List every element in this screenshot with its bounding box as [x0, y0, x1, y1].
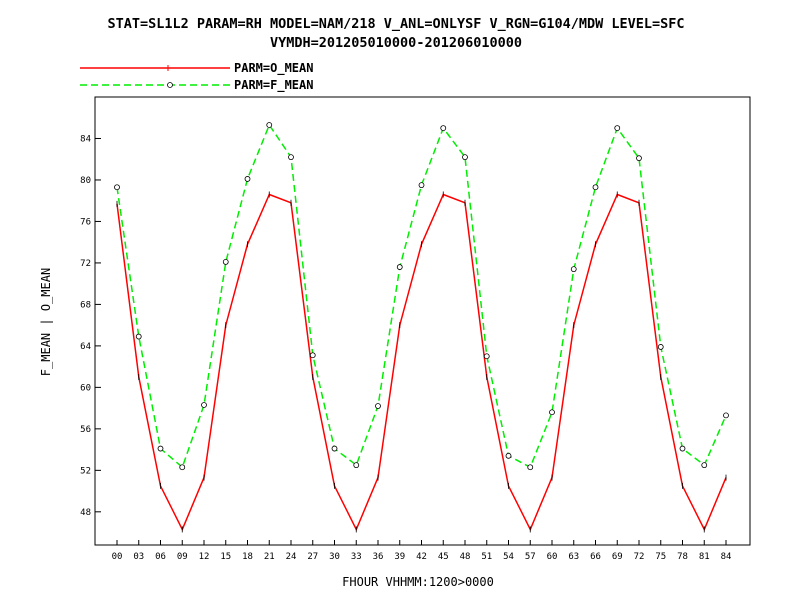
x-tick-label: 36: [373, 552, 384, 562]
y-tick-label: 68: [80, 300, 91, 310]
data-point: [222, 258, 229, 265]
data-point: [418, 182, 425, 189]
x-tick-label: 21: [264, 552, 275, 562]
x-tick-label: 18: [242, 552, 253, 562]
x-tick-label: 39: [394, 552, 405, 562]
data-point: [353, 462, 360, 469]
data-point: [288, 154, 294, 161]
x-tick-label: 33: [351, 552, 362, 562]
data-point: [505, 452, 512, 459]
y-tick-label: 84: [80, 134, 91, 144]
x-tick-label: 78: [677, 552, 688, 562]
data-point: [440, 125, 447, 132]
data-point: [266, 122, 273, 128]
y-tick-label: 72: [80, 259, 91, 269]
data-point: [244, 176, 251, 182]
data-point: [614, 125, 621, 132]
x-tick-label: 24: [286, 552, 297, 562]
x-tick-label: 54: [503, 552, 514, 562]
x-tick-label: 30: [329, 552, 340, 562]
y-tick-label: 48: [80, 508, 91, 518]
x-tick-label: 27: [307, 552, 318, 562]
y-axis-label: F_MEAN | O_MEAN: [39, 268, 53, 376]
chart-title-line2: VYMDH=201205010000-201206010000: [270, 35, 522, 51]
plot-area: [94, 96, 751, 546]
series-o-mean: [116, 191, 727, 533]
legend-label-o-mean: PARM=O_MEAN: [234, 61, 313, 76]
y-tick-label: 64: [80, 342, 91, 352]
legend: PARM=O_MEAN PARM=F_MEAN: [80, 61, 313, 93]
data-point: [549, 409, 555, 416]
x-tick-label: 69: [612, 552, 623, 562]
data-point: [657, 344, 664, 350]
legend-label-f-mean: PARM=F_MEAN: [234, 78, 313, 93]
data-point: [157, 445, 164, 452]
series-line: [116, 123, 727, 469]
x-axis: 00 03 06 09 12 15 18 21 24 27 30 33 36 39 42 45 48 51 54 57…: [112, 540, 732, 562]
x-tick-label: 57: [525, 552, 536, 562]
x-tick-label: 72: [634, 552, 645, 562]
data-point: [483, 353, 490, 360]
x-tick-label: 03: [133, 552, 144, 562]
x-tick-label: 15: [220, 552, 231, 562]
y-tick-label: 80: [80, 176, 91, 186]
data-point: [679, 445, 686, 452]
y-tick-label: 76: [80, 217, 91, 227]
x-axis-label: FHOUR VHHMM:1200>0000: [342, 575, 494, 589]
series-f-mean: [114, 122, 729, 471]
x-tick-label: 63: [568, 552, 579, 562]
x-tick-label: 60: [547, 552, 558, 562]
x-tick-label: 51: [481, 552, 492, 562]
x-tick-label: 84: [721, 552, 732, 562]
data-point: [331, 445, 338, 452]
x-tick-label: 06: [155, 552, 166, 562]
data-point: [636, 155, 642, 162]
data-point: [114, 184, 120, 191]
x-tick-label: 09: [177, 552, 188, 562]
data-point: [135, 333, 142, 340]
series-layer: [114, 122, 729, 533]
y-tick-label: 60: [80, 383, 91, 393]
x-tick-label: 12: [199, 552, 210, 562]
data-point: [375, 403, 381, 409]
chart-title-line1: STAT=SL1L2 PARAM=RH MODEL=NAM/218 V_ANL=…: [107, 16, 684, 32]
x-tick-label: 75: [655, 552, 666, 562]
y-tick-label: 56: [80, 425, 91, 435]
data-point: [570, 266, 577, 273]
x-tick-label: 42: [416, 552, 427, 562]
x-tick-label: 48: [460, 552, 471, 562]
data-point: [201, 402, 207, 408]
x-tick-label: 00: [112, 552, 123, 562]
data-point: [462, 154, 468, 161]
data-point: [396, 264, 403, 270]
data-point: [723, 412, 729, 419]
x-tick-label: 81: [699, 552, 710, 562]
y-axis: 48 52 56 60 64 68 72 76 80 84: [80, 134, 101, 518]
data-point: [527, 464, 534, 471]
x-tick-label: 45: [438, 552, 449, 562]
y-tick-label: 52: [80, 466, 91, 476]
data-point: [179, 464, 186, 471]
data-point: [309, 352, 316, 359]
data-point: [701, 462, 708, 469]
x-tick-label: 66: [590, 552, 601, 562]
data-point: [592, 184, 599, 191]
legend-marker-f-mean: [167, 82, 173, 88]
